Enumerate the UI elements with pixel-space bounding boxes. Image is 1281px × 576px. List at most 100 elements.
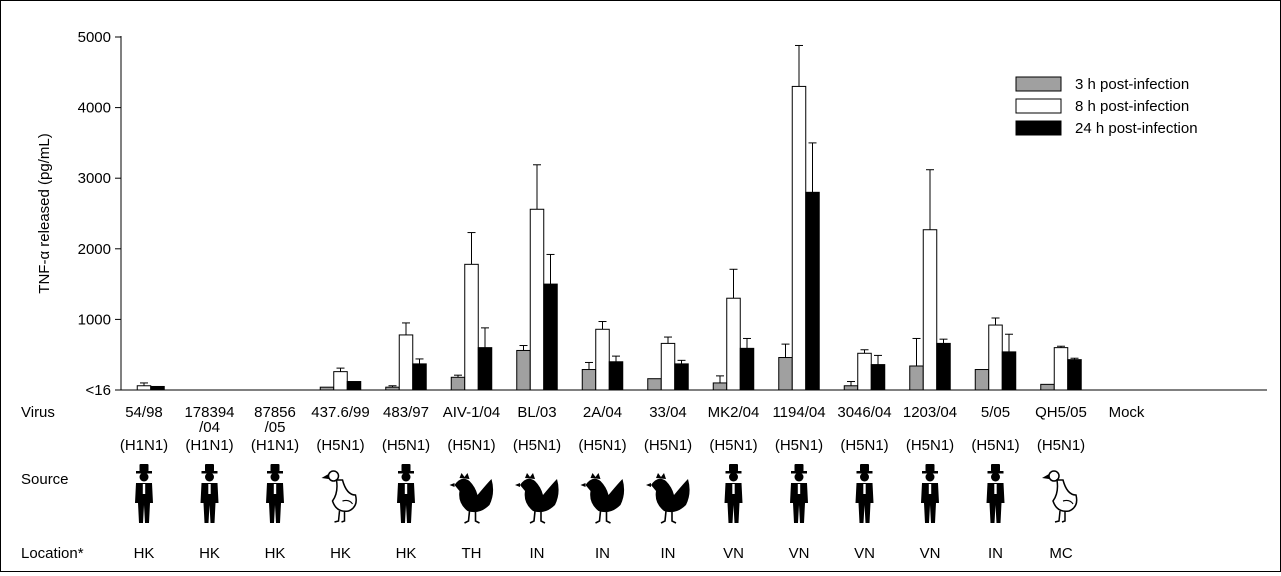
bar (805, 191, 820, 391)
row-label-source: Source (21, 471, 69, 488)
body (454, 478, 494, 513)
bar (726, 297, 741, 391)
chicken-icon (515, 473, 559, 524)
location-code: VN (723, 545, 744, 562)
bar (608, 361, 624, 391)
legs (334, 510, 346, 523)
bars (136, 44, 1082, 391)
human-icon (790, 464, 808, 523)
virus-name: 5/05 (981, 404, 1010, 421)
bar (581, 369, 597, 391)
bar (988, 324, 1003, 391)
legs (464, 510, 480, 524)
bar (412, 363, 427, 391)
hat-crown (794, 464, 804, 472)
bar (974, 369, 990, 391)
head (794, 472, 804, 482)
virus-subtype: (H5N1) (971, 437, 1019, 454)
legs (1054, 510, 1066, 523)
comb (525, 473, 535, 479)
head (991, 472, 1000, 482)
hat-brim (201, 471, 218, 474)
legs (595, 510, 611, 524)
row-label-location: Location* (21, 545, 84, 562)
bar (660, 342, 676, 391)
bar (870, 364, 886, 391)
location-code: HK (396, 545, 417, 562)
hat-brim (267, 471, 283, 474)
bar (778, 357, 793, 391)
hat-brim (791, 471, 807, 474)
y-tick-label: <16 (86, 382, 111, 399)
location-code: HK (330, 545, 351, 562)
location-code: VN (854, 545, 875, 562)
virus-name: 178394 (184, 404, 234, 421)
body (585, 478, 625, 513)
location-code: IN (988, 545, 1003, 562)
legend-swatch (1015, 98, 1062, 114)
head (925, 472, 935, 482)
body (921, 483, 939, 523)
shirt (404, 484, 408, 494)
human-icon (397, 464, 415, 523)
bar (477, 347, 493, 391)
bar (791, 85, 807, 391)
human-icon (855, 464, 874, 523)
location-code: HK (265, 545, 286, 562)
body (266, 483, 284, 523)
human-icon (266, 464, 284, 523)
legend: 3 h post-infection 8 h post-infection 24 h… (1015, 76, 1198, 137)
location-code: VN (920, 545, 941, 562)
legs (660, 510, 677, 524)
wing (1062, 499, 1074, 505)
location-code: TH (462, 545, 482, 562)
location-code: IN (595, 545, 610, 562)
virus-name: Mock (1109, 404, 1145, 421)
y-tick-label: 1000 (78, 311, 111, 328)
virus-subtype: (H5N1) (1037, 437, 1085, 454)
virus-name: 3046/04 (837, 404, 891, 421)
hat-brim (398, 471, 414, 474)
legend-swatch (1015, 76, 1062, 92)
bar (739, 347, 755, 391)
virus-name-cont: /04 (199, 419, 220, 436)
virus-subtype: (H5N1) (513, 437, 561, 454)
bar (333, 371, 348, 391)
legend-label: 24 h post-infection (1075, 120, 1198, 137)
beak (580, 483, 586, 487)
shirt (142, 484, 146, 494)
head (270, 472, 280, 482)
hat-crown (729, 464, 738, 472)
bar (647, 378, 662, 391)
virus-subtype: (H5N1) (906, 437, 954, 454)
virus-name: 1203/04 (903, 404, 957, 421)
y-tick-label: 2000 (78, 241, 111, 258)
body (135, 483, 153, 523)
head (860, 472, 869, 482)
y-tick-label: 4000 (78, 100, 111, 117)
human-icon (921, 464, 939, 523)
head (729, 472, 738, 482)
chicken-icon (646, 473, 690, 524)
bar (346, 381, 362, 391)
body (1052, 479, 1078, 513)
body (855, 483, 874, 523)
virus-name: 87856 (254, 404, 296, 421)
location-code: HK (134, 545, 155, 562)
beak (321, 474, 329, 479)
hat-brim (922, 471, 938, 474)
virus-name: 33/04 (649, 404, 687, 421)
body (520, 478, 559, 513)
bar (1040, 383, 1055, 391)
virus-subtype: (H5N1) (840, 437, 888, 454)
bar (712, 382, 728, 391)
bar (319, 386, 335, 391)
head (205, 472, 214, 482)
virus-name: 483/97 (383, 404, 429, 421)
bar (922, 229, 938, 391)
virus-subtype: (H5N1) (775, 437, 823, 454)
hat-crown (270, 464, 280, 472)
beak (515, 483, 520, 487)
